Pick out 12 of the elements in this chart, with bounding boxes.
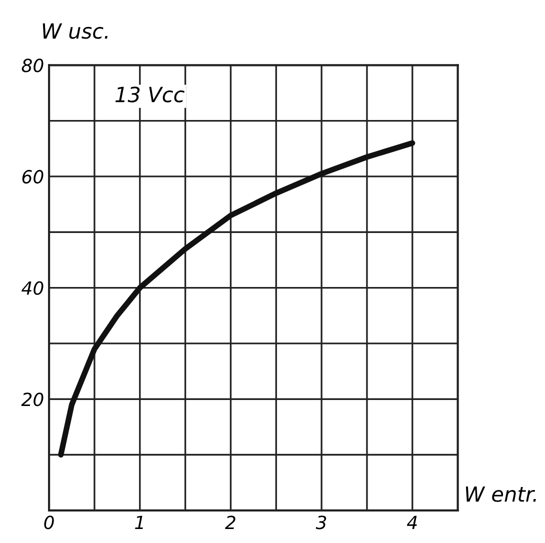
annotation: 13 Vcc	[115, 86, 184, 102]
x-tick-label: 1	[135, 516, 143, 529]
y-tick-label: 60	[22, 170, 44, 184]
x-tick-label: 0	[44, 516, 54, 530]
x-axis-title: W entr.	[466, 486, 536, 502]
y-tick-label: 40	[22, 281, 44, 295]
x-tick-label: 4	[406, 516, 417, 529]
y-tick-label: 80	[22, 58, 44, 72]
x-tick-label: 2	[225, 516, 236, 529]
y-tick-label: 20	[21, 392, 44, 406]
y-axis-title: W usc.	[42, 23, 108, 39]
x-tick-label: 3	[316, 516, 326, 530]
